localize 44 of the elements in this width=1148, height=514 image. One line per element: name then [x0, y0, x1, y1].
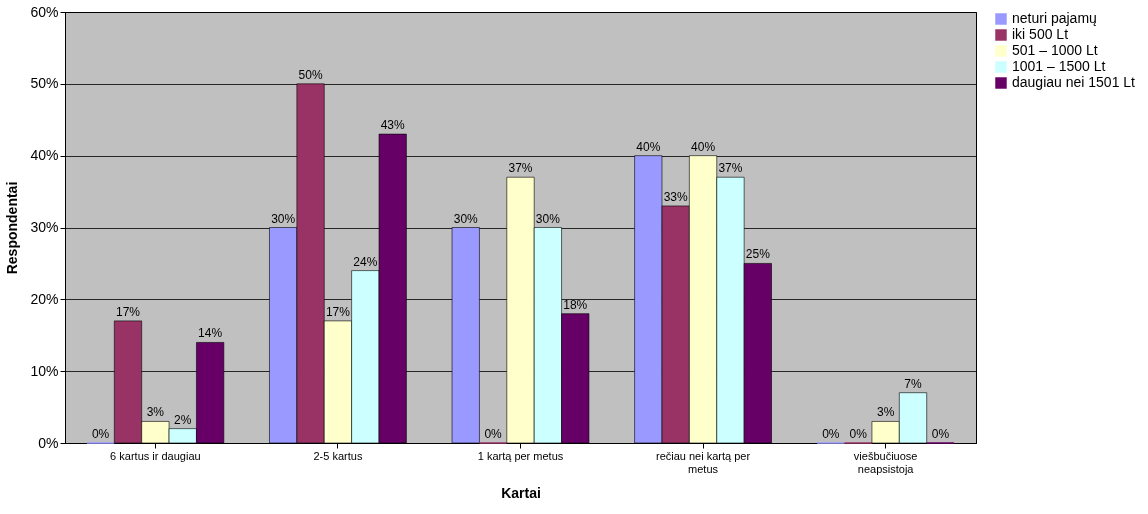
data-label: 37% — [508, 161, 533, 176]
legend-label: neturi pajamų — [1012, 10, 1098, 26]
y-tick-label: 20% — [30, 290, 59, 307]
x-tick-label: viešbučiuose neapsistoja — [853, 449, 918, 475]
y-tick-label: 40% — [30, 147, 59, 164]
data-label: 0% — [822, 427, 840, 441]
legend-label: daugiau nei 1501 Lt — [1012, 74, 1136, 90]
data-label: 25% — [745, 247, 771, 262]
y-tick-label: 0% — [38, 434, 59, 451]
data-label: 17% — [115, 304, 141, 319]
y-tick-label: 10% — [30, 362, 59, 379]
data-label: 24% — [353, 254, 378, 269]
y-axis-title: Respondentai — [4, 181, 21, 275]
data-label: 3% — [146, 405, 165, 420]
data-label: 2% — [174, 412, 192, 427]
x-tick-label: 2-5 kartus — [313, 449, 363, 462]
legend-label: 1001 – 1500 Lt — [1012, 58, 1106, 74]
data-label: 18% — [563, 297, 588, 312]
data-label: 3% — [876, 405, 895, 420]
data-label: 33% — [663, 189, 689, 204]
data-label: 37% — [718, 161, 743, 176]
legend-label: 501 – 1000 Lt — [1012, 42, 1098, 58]
data-label: 0% — [91, 427, 110, 441]
data-label: 14% — [198, 326, 223, 341]
y-tick-label: 60% — [30, 3, 59, 20]
x-tick-label: 1 kartą per metus — [477, 449, 564, 462]
legend-label: iki 500 Lt — [1012, 26, 1069, 42]
data-label: 30% — [271, 211, 296, 226]
data-label: 30% — [453, 211, 479, 226]
x-tick-label: 6 kartus ir daugiau — [110, 449, 201, 462]
data-label: 43% — [380, 118, 406, 133]
data-label: 0% — [931, 427, 950, 441]
data-label: 0% — [849, 427, 868, 441]
data-label: 17% — [325, 304, 351, 319]
data-label: 7% — [904, 376, 923, 391]
x-tick-label: rečiau nei kartą per metus — [655, 449, 751, 475]
data-label: 40% — [691, 139, 716, 154]
x-axis-title: Kartai — [501, 484, 541, 501]
data-label: 0% — [484, 427, 503, 441]
data-label: 40% — [636, 139, 661, 154]
data-label: 50% — [298, 67, 323, 82]
data-label: 30% — [535, 211, 561, 226]
y-tick-label: 50% — [30, 75, 59, 92]
y-tick-label: 30% — [30, 219, 59, 235]
